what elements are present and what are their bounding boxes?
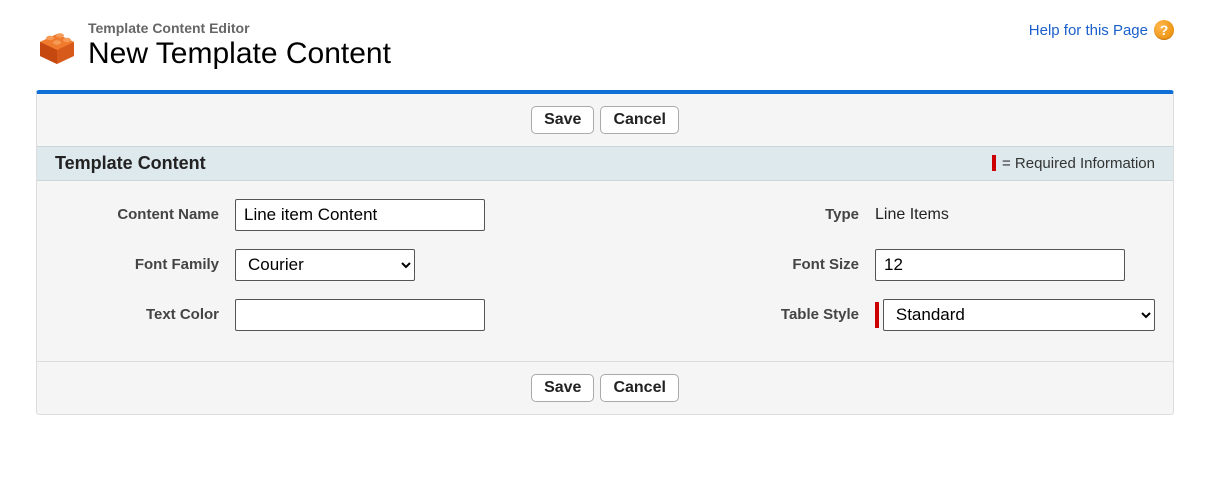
type-label: Type (715, 206, 865, 223)
required-legend: = Required Information (992, 155, 1155, 172)
table-style-select[interactable]: Standard (883, 299, 1155, 331)
page-title: New Template Content (88, 38, 391, 70)
save-button[interactable]: Save (531, 374, 594, 402)
font-size-label: Font Size (715, 256, 865, 273)
form-body: Content Name Type Line Items Font Family… (37, 181, 1173, 361)
section-header: Template Content = Required Information (37, 146, 1173, 181)
breadcrumb: Template Content Editor (88, 20, 391, 36)
help-link-text[interactable]: Help for this Page (1029, 22, 1148, 39)
font-family-select[interactable]: Courier (235, 249, 415, 281)
cancel-button[interactable]: Cancel (600, 374, 678, 402)
content-name-label: Content Name (55, 206, 225, 223)
content-name-input[interactable] (235, 199, 485, 231)
required-mark-icon (992, 155, 996, 171)
lego-block-icon (36, 24, 78, 66)
text-color-input[interactable] (235, 299, 485, 331)
save-button[interactable]: Save (531, 106, 594, 134)
font-size-input[interactable] (875, 249, 1125, 281)
bottom-button-bar: Save Cancel (37, 361, 1173, 414)
help-icon: ? (1154, 20, 1174, 40)
font-family-label: Font Family (55, 256, 225, 273)
cancel-button[interactable]: Cancel (600, 106, 678, 134)
help-link[interactable]: Help for this Page ? (1029, 20, 1174, 40)
top-button-bar: Save Cancel (37, 94, 1173, 146)
table-style-label: Table Style (715, 306, 865, 323)
required-mark-icon (875, 302, 879, 328)
text-color-label: Text Color (55, 306, 225, 323)
section-title: Template Content (55, 153, 206, 174)
content-panel: Save Cancel Template Content = Required … (36, 90, 1174, 415)
required-legend-text: = Required Information (1002, 155, 1155, 172)
type-value: Line Items (875, 206, 1155, 224)
